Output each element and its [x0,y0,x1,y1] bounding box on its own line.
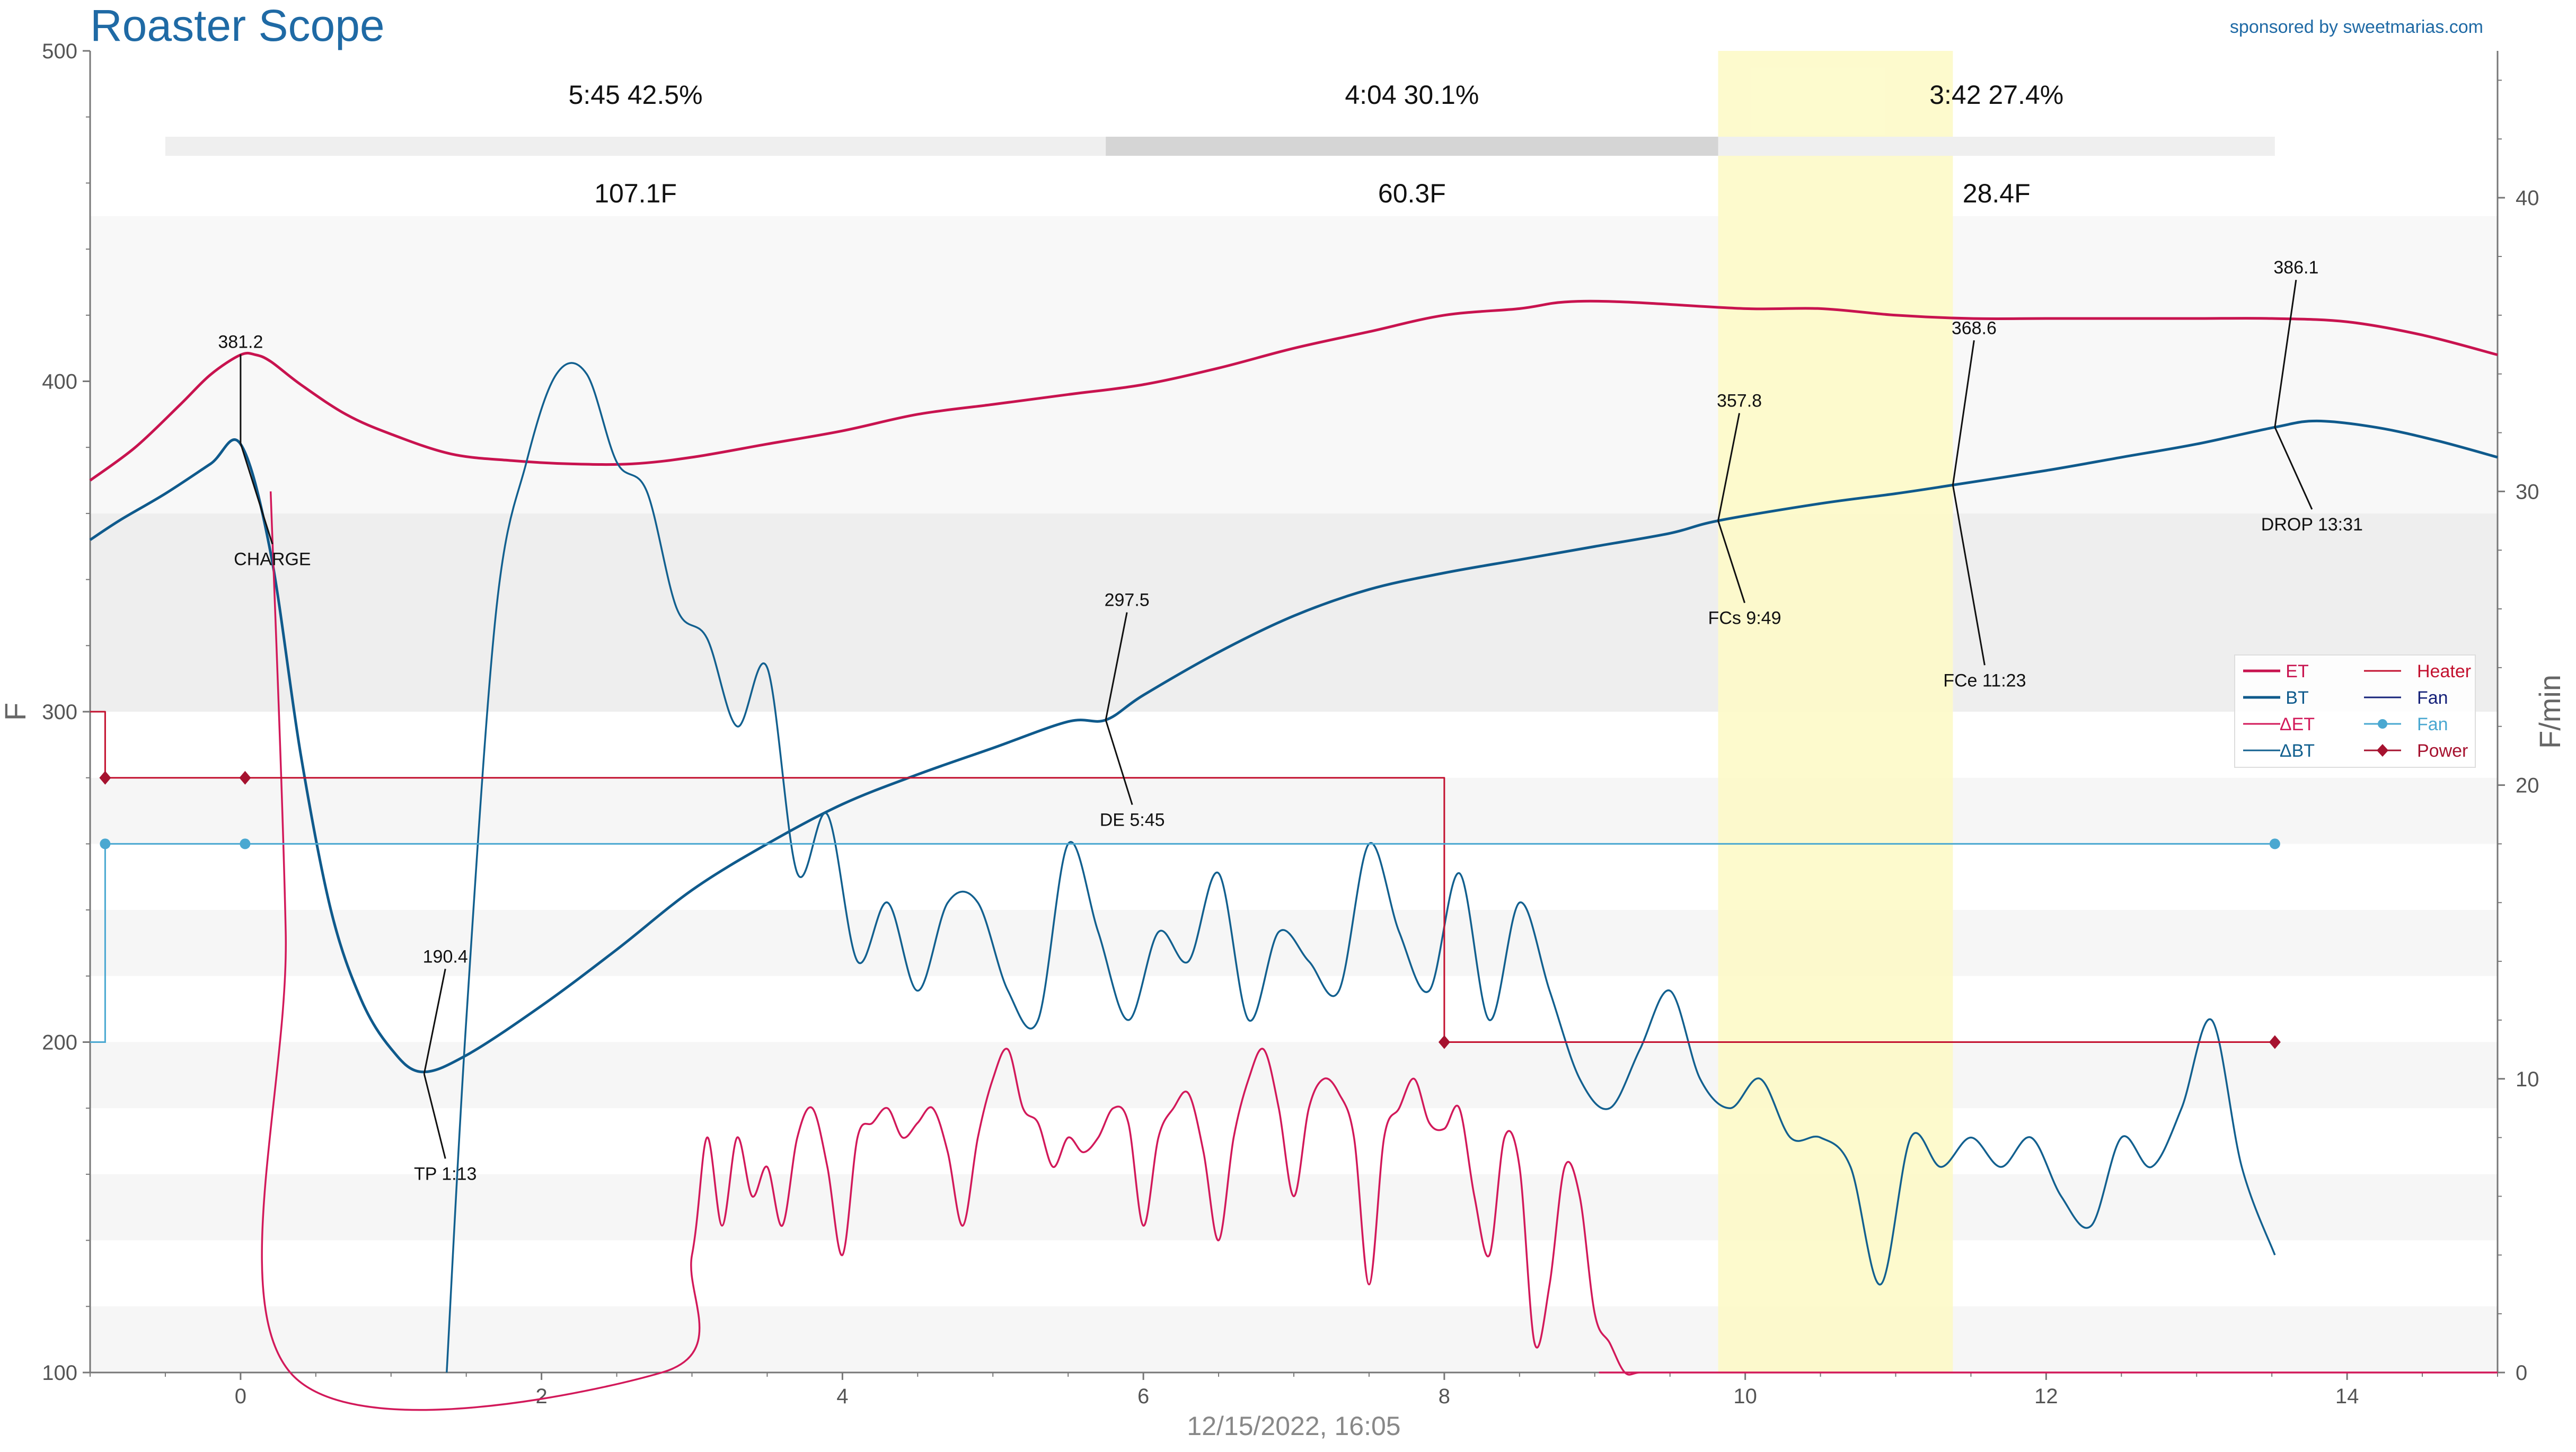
phase-bar-segment [165,137,1106,156]
y-axis-label: F [0,703,32,721]
annotation-label: FCs 9:49 [1708,608,1781,628]
delta-bt-series-line [446,362,2276,1373]
bt-series-line [89,419,2498,1074]
x-tick-label: 0 [235,1385,246,1408]
phase-time-pct: 3:42 27.4% [1929,80,2063,110]
phase-temp-delta: 107.1F [594,179,677,208]
background-band [90,1174,2498,1241]
y-tick-label: 300 [42,701,77,724]
x-tick-label: 12 [2034,1385,2058,1408]
x-tick-label: 6 [1137,1385,1149,1408]
x-tick-label: 2 [536,1385,548,1408]
background-band [90,1042,2498,1109]
fan-series-line [90,843,2275,1043]
legend-swatch-marker [2377,744,2388,757]
legend-label: ΔBT [2280,741,2315,761]
fan-marker [2269,838,2280,849]
y2-tick-label: 0 [2516,1361,2527,1385]
legend-label: Power [2417,741,2468,761]
background-band [90,777,2498,844]
sponsor-link[interactable]: sponsored by sweetmarias.com [2229,17,2483,37]
annotation-leader [423,1073,446,1159]
legend-label: ΔET [2280,714,2315,734]
y-tick-label: 200 [42,1031,77,1055]
power-marker [239,771,251,785]
annotation-leader [240,443,274,545]
delta-et-series-line [261,491,2498,1411]
x-tick-label: 14 [2335,1385,2359,1408]
timestamp-label: 12/15/2022, 16:05 [1187,1411,1400,1441]
background-band [90,216,2498,513]
power-marker [99,771,111,785]
first-crack-highlight [1718,51,1953,1373]
annotation-leader [1952,485,1986,666]
power-marker [1438,1035,1450,1049]
legend-label: Fan [2417,688,2448,708]
legend-swatch-marker [2378,719,2387,729]
annotation-label: DROP 13:31 [2261,515,2363,535]
y2-tick-label: 10 [2516,1068,2539,1091]
background-band [90,910,2498,976]
et-series-line [89,299,2498,482]
phase-time-pct: 4:04 30.1% [1345,80,1479,110]
y2-tick-label: 20 [2516,774,2539,798]
annotation-value: 357.8 [1717,391,1762,411]
x-tick-label: 4 [836,1385,848,1408]
annotation-leader [1717,520,1745,604]
annotation-label: CHARGE [234,550,311,570]
annotation-leader [423,969,446,1074]
y-tick-label: 500 [42,40,77,63]
annotation-leader [1105,720,1133,805]
x-tick-label: 8 [1439,1385,1450,1408]
annotation-leader [1105,612,1128,720]
x-tick-label: 10 [1733,1385,1757,1408]
annotation-label: TP 1:13 [414,1164,477,1184]
annotation-label: FCe 11:23 [1943,670,2026,690]
annotation-value: 297.5 [1105,590,1150,610]
annotation-value: 386.1 [2273,258,2318,278]
legend-label: Heater [2417,661,2471,681]
background-band [90,513,2498,712]
annotation-value: 381.2 [218,332,263,352]
annotation-value: 190.4 [423,946,468,967]
phase-temp-delta: 60.3F [1378,179,1446,208]
fan-marker [240,838,251,849]
annotation-leader [2274,427,2313,510]
phase-bar-segment [1106,137,1718,156]
annotation-value: 368.6 [1952,318,1997,338]
y-tick-label: 400 [42,370,77,394]
annotation-leader [2274,279,2297,428]
legend-label: BT [2286,688,2308,708]
app-title: Roaster Scope [90,1,385,50]
phase-time-pct: 5:45 42.5% [569,80,703,110]
y2-tick-label: 30 [2516,480,2539,503]
phase-temp-delta: 28.4F [1963,179,2031,208]
legend-label: ET [2286,661,2308,681]
background-band [90,1306,2498,1373]
annotation-leader [1717,413,1740,521]
phase-bar-segment [1718,137,2275,156]
power-marker [2269,1035,2281,1049]
y-tick-label: 100 [42,1361,77,1385]
annotation-leader [1952,340,1975,485]
legend-label: Fan [2417,714,2448,734]
y2-tick-label: 40 [2516,187,2539,210]
legend-box [2234,654,2476,768]
fan-marker [100,838,111,849]
y2-axis-label: F/min [2533,675,2566,749]
annotation-label: DE 5:45 [1100,810,1165,830]
